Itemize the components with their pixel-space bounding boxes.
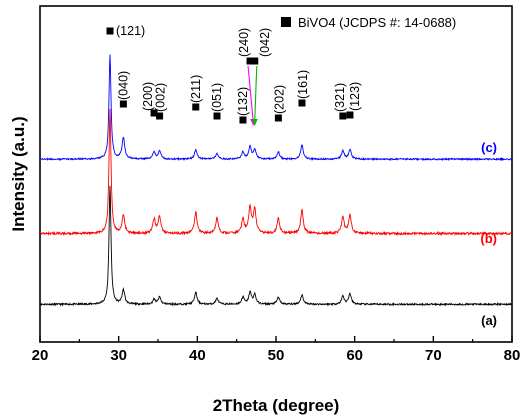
x-tick-label: 30 bbox=[110, 347, 127, 364]
x-axis-tick-labels: 20 30 40 50 60 70 80 bbox=[32, 347, 521, 364]
x-tick-label: 40 bbox=[189, 347, 206, 364]
peak-label: (051) bbox=[210, 83, 224, 112]
peak-label: (042) bbox=[258, 28, 272, 57]
peak-marker bbox=[119, 100, 127, 108]
peak-label: (121) bbox=[116, 24, 145, 38]
peak-marker bbox=[339, 112, 347, 120]
peak-arrowhead bbox=[251, 119, 258, 126]
x-tick-label: 20 bbox=[32, 347, 49, 364]
x-tick-label: 80 bbox=[504, 347, 521, 364]
plot-frame bbox=[39, 5, 513, 343]
peak-marker bbox=[213, 112, 221, 120]
peak-marker bbox=[106, 27, 114, 35]
series-label: (c) bbox=[481, 140, 497, 155]
series-line-1 bbox=[39, 108, 513, 237]
x-axis-title: 2Theta (degree) bbox=[213, 396, 340, 415]
peak-marker bbox=[239, 116, 247, 124]
peak-marker bbox=[192, 103, 200, 111]
peak-marker bbox=[251, 57, 259, 65]
peak-marker bbox=[156, 112, 164, 120]
peak-label: (002) bbox=[154, 83, 168, 112]
peak-label: (202) bbox=[272, 85, 286, 114]
legend-label: BiVO4 (JCDPS #: 14-0688) bbox=[298, 15, 456, 30]
peak-label: (211) bbox=[189, 75, 203, 103]
series-line-0 bbox=[39, 185, 513, 307]
y-axis-title: Intensity (a.u.) bbox=[9, 116, 28, 231]
peak-label: (321) bbox=[333, 83, 347, 112]
x-tick-label: 50 bbox=[268, 347, 285, 364]
peak-marker bbox=[150, 109, 158, 117]
peak-annotations: (121) (040) (200)(002) (211) (051) (132) (240)… bbox=[106, 24, 362, 126]
series-label: (b) bbox=[480, 231, 497, 246]
series-layer: (a) (b) (c) bbox=[39, 54, 513, 328]
x-tick-label: 70 bbox=[425, 347, 442, 364]
peak-marker bbox=[346, 111, 354, 119]
peak-label: (161) bbox=[296, 70, 310, 99]
series-line-2 bbox=[39, 54, 513, 162]
peak-label: (240) bbox=[237, 28, 251, 57]
peak-label: (040) bbox=[116, 71, 130, 100]
series-label: (a) bbox=[481, 313, 497, 328]
x-axis-ticks bbox=[39, 336, 513, 342]
peak-label: (200) bbox=[141, 82, 155, 111]
peak-marker bbox=[298, 99, 306, 107]
peak-arrow bbox=[247, 65, 254, 122]
peak-label: (123) bbox=[348, 82, 362, 111]
peak-arrow bbox=[254, 65, 258, 122]
peak-label: (132) bbox=[236, 87, 250, 116]
peak-marker bbox=[246, 57, 254, 65]
legend: BiVO4 (JCDPS #: 14-0688) bbox=[281, 15, 456, 30]
legend-marker bbox=[281, 17, 291, 27]
x-tick-label: 60 bbox=[346, 347, 363, 364]
peak-marker bbox=[274, 114, 282, 122]
